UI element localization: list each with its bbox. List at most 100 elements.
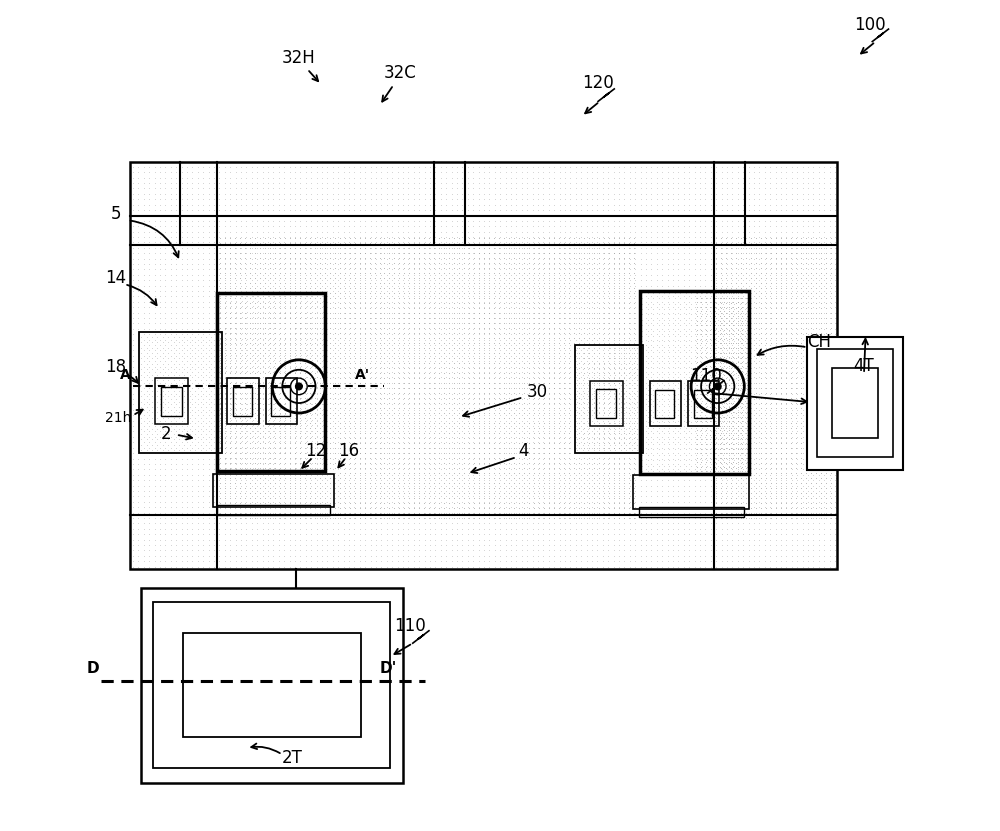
Point bbox=[266, 451, 282, 465]
Point bbox=[347, 282, 363, 295]
Point bbox=[149, 444, 165, 457]
Point bbox=[581, 237, 597, 250]
Point bbox=[363, 479, 379, 492]
Point bbox=[486, 461, 502, 475]
Point bbox=[763, 307, 779, 320]
Point bbox=[223, 397, 239, 411]
Point bbox=[384, 360, 400, 373]
Point bbox=[633, 333, 649, 347]
Point bbox=[247, 511, 263, 524]
Point bbox=[317, 421, 333, 435]
Point bbox=[252, 431, 268, 445]
Point bbox=[748, 486, 764, 499]
Point bbox=[530, 263, 546, 276]
Point bbox=[689, 446, 705, 460]
Point bbox=[730, 371, 746, 384]
Point bbox=[773, 376, 789, 390]
Point bbox=[336, 247, 352, 260]
Point bbox=[265, 420, 281, 433]
Point bbox=[293, 376, 309, 389]
Point bbox=[571, 262, 587, 275]
Point bbox=[741, 295, 757, 308]
Point bbox=[411, 273, 427, 287]
Point bbox=[561, 317, 577, 330]
Point bbox=[813, 232, 829, 245]
Point bbox=[762, 349, 778, 362]
Point bbox=[506, 466, 522, 479]
Point bbox=[201, 517, 217, 530]
Point bbox=[379, 528, 395, 541]
Point bbox=[319, 387, 335, 401]
Point bbox=[487, 225, 503, 238]
Point bbox=[591, 390, 607, 403]
Point bbox=[416, 337, 432, 350]
Point bbox=[233, 301, 249, 314]
Point bbox=[449, 279, 465, 293]
Point bbox=[212, 381, 228, 395]
Point bbox=[242, 272, 258, 285]
Point bbox=[530, 522, 546, 535]
Point bbox=[309, 333, 325, 347]
Text: 120: 120 bbox=[582, 74, 614, 92]
Point bbox=[638, 457, 654, 470]
Point bbox=[584, 517, 600, 530]
Point bbox=[665, 171, 681, 184]
Point bbox=[396, 366, 412, 380]
Point bbox=[373, 182, 389, 195]
Point bbox=[299, 332, 315, 346]
Point bbox=[431, 431, 447, 445]
Point bbox=[277, 242, 293, 255]
Point bbox=[723, 506, 739, 519]
Point bbox=[793, 491, 809, 504]
Point bbox=[803, 386, 819, 400]
Point bbox=[606, 327, 622, 340]
Point bbox=[503, 182, 519, 195]
Point bbox=[139, 416, 155, 430]
Point bbox=[342, 342, 358, 355]
Point bbox=[688, 416, 704, 429]
Point bbox=[501, 391, 517, 405]
Point bbox=[312, 307, 328, 320]
Point bbox=[187, 336, 203, 349]
Point bbox=[568, 301, 584, 314]
Point bbox=[724, 366, 740, 379]
Point bbox=[411, 209, 427, 222]
Point bbox=[561, 496, 577, 509]
Point bbox=[436, 347, 452, 360]
Point bbox=[579, 414, 595, 427]
Point bbox=[184, 474, 200, 487]
Point bbox=[244, 446, 260, 460]
Point bbox=[735, 425, 751, 438]
Point bbox=[803, 352, 819, 365]
Point bbox=[665, 430, 681, 444]
Point bbox=[601, 277, 617, 290]
Point bbox=[562, 489, 578, 503]
Point bbox=[762, 333, 778, 347]
Point bbox=[748, 501, 764, 514]
Point bbox=[670, 290, 686, 303]
Point bbox=[600, 376, 616, 390]
Point bbox=[526, 312, 542, 325]
Point bbox=[406, 386, 422, 400]
Point bbox=[352, 302, 368, 315]
Point bbox=[282, 322, 298, 336]
Point bbox=[576, 421, 592, 435]
Point bbox=[486, 322, 502, 335]
Point bbox=[179, 209, 195, 222]
Point bbox=[606, 277, 622, 290]
Point bbox=[444, 295, 460, 308]
Point bbox=[600, 560, 616, 573]
Point bbox=[546, 307, 562, 320]
Point bbox=[730, 193, 746, 206]
Point bbox=[265, 495, 281, 509]
Point bbox=[687, 452, 703, 465]
Point bbox=[676, 284, 692, 297]
Point bbox=[730, 463, 746, 476]
Point bbox=[406, 219, 422, 233]
Point bbox=[217, 360, 233, 373]
Point bbox=[811, 327, 827, 341]
Point bbox=[471, 538, 487, 552]
Point bbox=[699, 400, 715, 413]
Point bbox=[271, 252, 287, 265]
Point bbox=[249, 312, 265, 325]
